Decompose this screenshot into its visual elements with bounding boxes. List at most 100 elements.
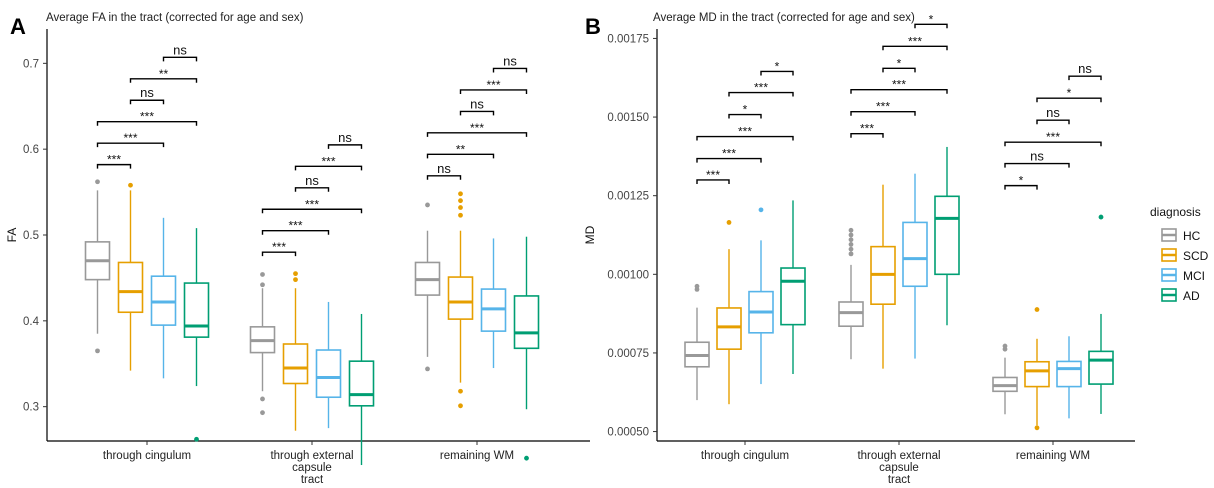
bracket-line (261, 208, 363, 214)
significance-bracket: ns (294, 173, 330, 192)
panel-letter: B (585, 14, 601, 39)
bracket-line (459, 89, 528, 94)
outlier-point (260, 272, 265, 277)
box-hc (838, 227, 864, 360)
bracket-line (850, 133, 884, 138)
significance-label: *** (107, 153, 121, 167)
y-tick-label: 0.00075 (607, 348, 649, 360)
significance-bracket: * (760, 59, 794, 76)
bracket-line (426, 153, 495, 159)
outlier-point (425, 366, 430, 372)
y-tick-label: 0.4 (23, 316, 40, 328)
bracket-line (426, 132, 528, 137)
panel-a: A Average FA in the tract (corrected for … (5, 12, 590, 486)
bracket-line (426, 175, 462, 180)
box-iqr (902, 221, 928, 288)
outlier-point (425, 202, 430, 208)
legend-entry-mci: MCI (1161, 268, 1205, 283)
significance-label: *** (722, 147, 736, 161)
significance-bracket: *** (459, 78, 528, 94)
outlier-point (848, 251, 854, 257)
outlier-point (726, 220, 732, 225)
chart-title: Average FA in the tract (corrected for a… (46, 12, 304, 24)
significance-label: *** (470, 121, 484, 135)
significance-bracket: *** (261, 240, 297, 257)
significance-bracket: ns (1068, 61, 1102, 81)
outlier-point (458, 403, 463, 409)
significance-label: ns (503, 53, 517, 68)
legend-title: diagnosis (1150, 205, 1201, 219)
bracket-line (294, 187, 330, 192)
y-tick-label: 0.5 (23, 230, 39, 242)
bracket-line (261, 230, 330, 235)
box-mci (1056, 336, 1082, 419)
box-mci (748, 207, 774, 385)
significance-label: * (929, 12, 934, 26)
box-iqr (780, 267, 806, 326)
box-iqr (282, 343, 309, 385)
box-iqr (934, 195, 960, 276)
significance-bracket: *** (426, 121, 528, 137)
bracket-line (96, 163, 132, 169)
bracket-line (129, 99, 165, 105)
box-scd (1024, 307, 1050, 431)
x-tick-label: tract (301, 474, 324, 486)
bracket-line (1068, 75, 1102, 81)
outlier-point (1002, 346, 1008, 352)
chart-title: Average MD in the tract (corrected for a… (653, 12, 915, 24)
significance-label: ns (305, 173, 319, 188)
outlier-point (293, 277, 298, 283)
outlier-point (458, 205, 463, 210)
significance-bracket: *** (96, 110, 198, 126)
significance-bracket: ns (162, 42, 198, 62)
outlier-point (260, 410, 265, 416)
significance-label: *** (486, 78, 500, 92)
significance-label: *** (706, 168, 720, 182)
significance-bracket: *** (728, 81, 794, 97)
significance-bracket: ** (129, 67, 198, 83)
bracket-line (696, 135, 794, 141)
y-tick-label: 0.00175 (607, 33, 649, 45)
significance-label: * (1019, 174, 1024, 188)
box-iqr (315, 349, 342, 399)
panel-letter: A (10, 14, 26, 39)
outlier-point (260, 282, 265, 288)
legend-label: AD (1183, 289, 1200, 303)
legend-entry-hc: HC (1161, 228, 1201, 243)
significance-label: ** (159, 67, 169, 81)
significance-bracket: * (1036, 86, 1102, 103)
x-tick-label: through cingulum (103, 450, 191, 462)
significance-label: ns (470, 96, 484, 111)
box-mci (150, 217, 177, 379)
significance-bracket: *** (261, 197, 363, 214)
significance-label: *** (738, 125, 752, 139)
y-tick-label: 0.00100 (607, 269, 649, 281)
bracket-line (850, 88, 948, 94)
significance-label: *** (892, 78, 906, 92)
significance-bracket: * (728, 103, 762, 119)
box-iqr (513, 295, 540, 350)
box-mci (315, 301, 342, 429)
significance-bracket: ns (426, 161, 462, 180)
x-tick-label: remaining WM (440, 450, 514, 462)
significance-bracket: *** (850, 122, 884, 138)
bracket-line (459, 110, 495, 116)
outlier-point (128, 182, 133, 188)
outlier-point (1034, 425, 1040, 431)
bracket-line (261, 251, 297, 257)
significance-label: *** (908, 34, 922, 48)
bracket-line (728, 91, 794, 97)
bracket-line (914, 23, 948, 29)
significance-bracket: ns (1004, 149, 1070, 168)
significance-bracket: *** (96, 153, 132, 169)
significance-label: ** (456, 142, 466, 156)
outlier-point (95, 179, 100, 185)
y-tick-label: 0.6 (23, 144, 39, 156)
significance-label: *** (272, 240, 286, 254)
box-scd (716, 220, 742, 405)
legend: diagnosis HC SCD MCI AD (1150, 205, 1209, 303)
legend-label: SCD (1183, 249, 1209, 263)
significance-label: *** (1046, 130, 1060, 144)
box-iqr (716, 307, 742, 350)
bracket-line (327, 144, 363, 149)
